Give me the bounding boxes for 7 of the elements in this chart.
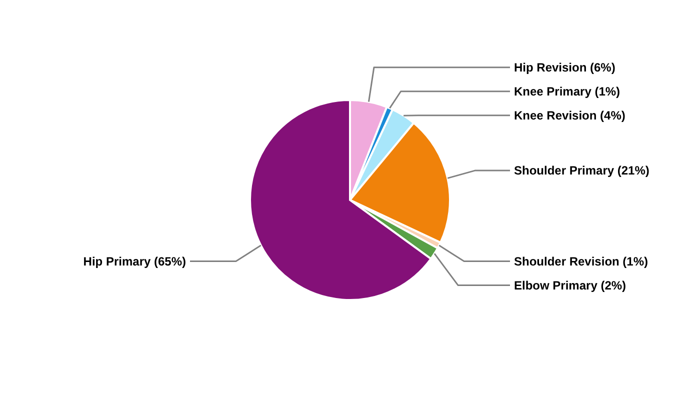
slice-label: Shoulder Primary (21%): [514, 164, 650, 178]
slice-label: Knee Primary (1%): [514, 84, 620, 98]
slice-label: Hip Revision (6%): [514, 60, 616, 74]
slice-label: Elbow Primary (2%): [514, 278, 626, 292]
slice-label: Shoulder Revision (1%): [514, 254, 648, 268]
slice-label: Hip Primary (65%): [83, 254, 186, 268]
slice-label: Knee Revision (4%): [514, 108, 626, 122]
